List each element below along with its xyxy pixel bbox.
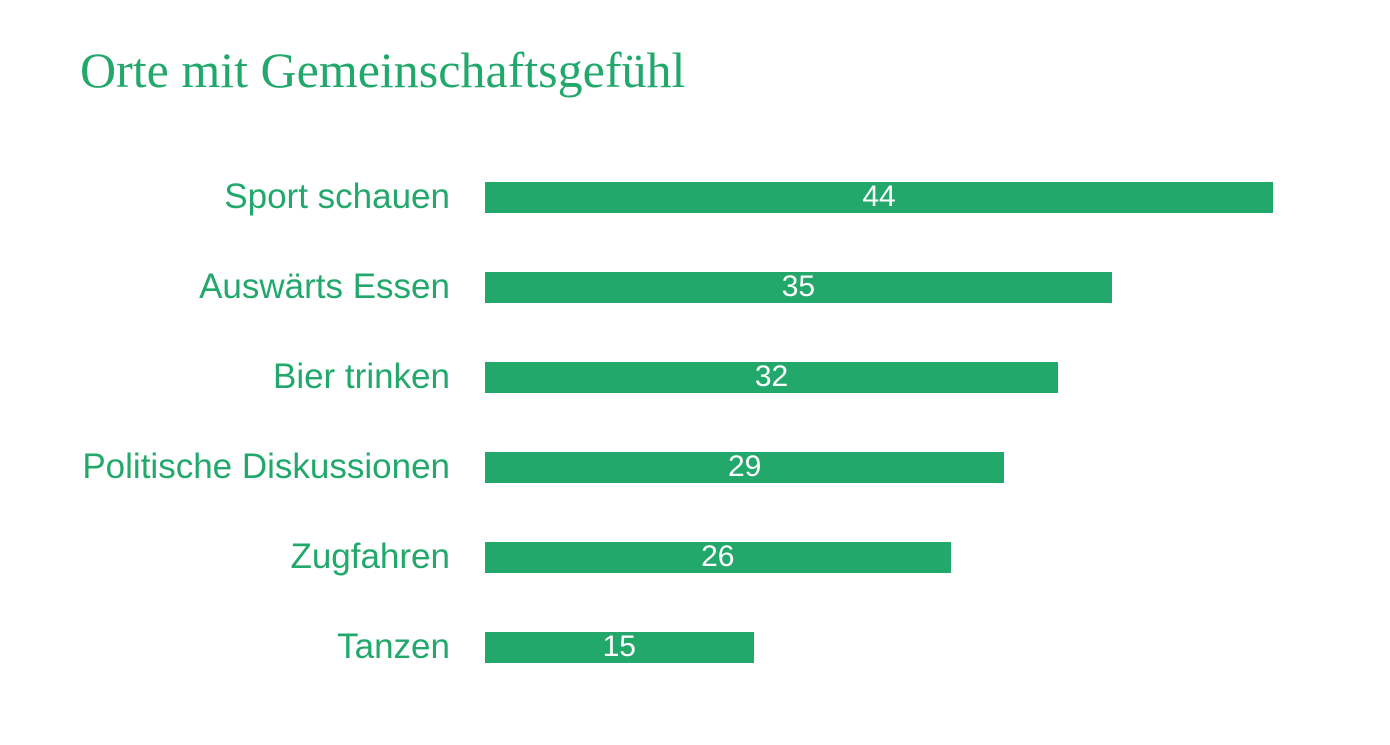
- bar-value-label: 44: [862, 180, 896, 213]
- chart-title: Orte mit Gemeinschaftsgefühl: [80, 42, 686, 98]
- category-label: Sport schauen: [224, 177, 450, 216]
- bar-value-label: 26: [701, 540, 735, 573]
- bar-value-label: 15: [602, 630, 636, 663]
- chart-row: Bier trinken 32: [0, 332, 1390, 422]
- bar-chart: Sport schauen 44 Auswärts Essen 35 Bier …: [0, 152, 1390, 692]
- bar: 15: [485, 630, 754, 663]
- bar-value-label: 29: [727, 450, 762, 483]
- bar: 26: [485, 540, 951, 573]
- bar-value-label: 35: [781, 270, 816, 303]
- chart-row: Sport schauen 44: [0, 152, 1390, 242]
- category-label: Zugfahren: [290, 537, 450, 576]
- bar: 44: [485, 180, 1273, 213]
- category-label: Tanzen: [337, 627, 450, 666]
- bar-value-label: 32: [754, 360, 789, 393]
- chart-row: Tanzen 15: [0, 602, 1390, 692]
- category-label: Politische Diskussionen: [82, 447, 450, 486]
- category-label: Auswärts Essen: [199, 267, 450, 306]
- chart-row: Auswärts Essen 35: [0, 242, 1390, 332]
- chart-row: Politische Diskussionen 29: [0, 422, 1390, 512]
- category-label: Bier trinken: [272, 357, 450, 396]
- bar: 29: [485, 450, 1005, 483]
- bar: 35: [485, 270, 1112, 303]
- bar: 32: [485, 360, 1059, 393]
- chart-row: Zugfahren 26: [0, 512, 1390, 602]
